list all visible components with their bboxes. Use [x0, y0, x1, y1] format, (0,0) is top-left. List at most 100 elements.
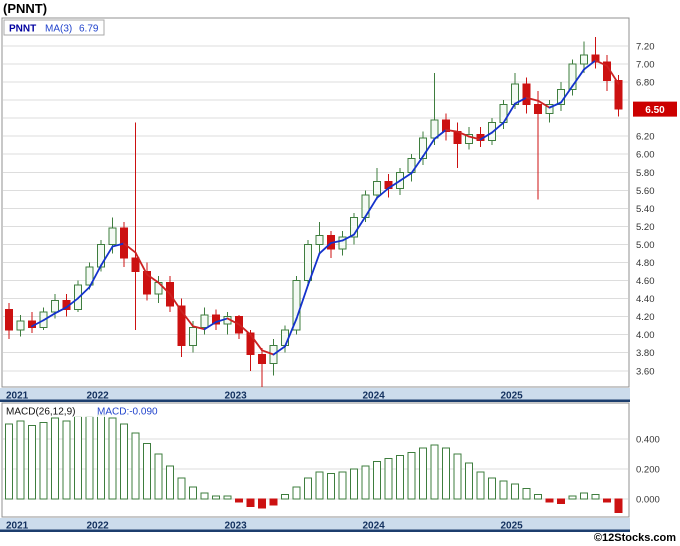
- price-chart: 7.20 7.00 6.80 6.20 6.00 5.80 5.60 5.40 5.20 5.00…: [0, 17, 677, 402]
- candle-body: [131, 257, 140, 273]
- macd-bar: [16, 420, 25, 500]
- candle-body: [200, 314, 209, 328]
- macd-bar: [315, 471, 324, 500]
- price-tick-label: 4.60: [636, 276, 655, 287]
- macd-bar: [74, 416, 82, 500]
- current-price-badge: 6.50: [633, 101, 677, 117]
- macd-bar: [522, 488, 531, 500]
- price-tick-label: 4.20: [636, 312, 655, 323]
- year-label: 2022: [87, 391, 110, 402]
- macd-y-axis: 0.400 0.200 0.000: [636, 435, 660, 506]
- candle-body: [85, 266, 94, 286]
- macd-legend: MACD(26,12,9) MACD:-0.090: [3, 405, 171, 418]
- candle-body: [212, 314, 220, 325]
- page-title: (PNNT): [3, 1, 48, 16]
- macd-bar: [189, 486, 197, 500]
- macd-bar: [177, 477, 186, 500]
- macd-bar: [258, 498, 266, 509]
- macd-bar: [407, 452, 416, 500]
- macd-bar: [5, 423, 13, 500]
- macd-bar: [131, 432, 140, 500]
- macd-bar: [28, 425, 36, 500]
- candle-body: [51, 299, 59, 313]
- candle-body: [143, 271, 151, 295]
- candle-body: [189, 326, 197, 346]
- macd-bar: [85, 416, 94, 500]
- macd-histogram: [5, 414, 623, 513]
- macd-legend-label: MACD(26,12,9): [6, 407, 75, 418]
- macd-bar: [166, 465, 174, 500]
- macd-bar: [97, 414, 105, 500]
- year-label: 2021: [6, 391, 29, 402]
- macd-legend-value: MACD:-0.090: [97, 407, 158, 418]
- year-label: 2022: [87, 521, 110, 532]
- macd-bar: [361, 465, 370, 500]
- legend-ma-label: MA(3): [45, 24, 72, 35]
- year-label: 2021: [6, 521, 29, 532]
- candle-body: [16, 320, 25, 331]
- price-tick-label: 3.80: [636, 348, 655, 359]
- price-tick-label: 4.00: [636, 330, 655, 341]
- candle-body: [442, 119, 450, 133]
- macd-bar: [246, 498, 255, 507]
- macd-bar: [488, 477, 496, 500]
- macd-bar: [419, 447, 427, 500]
- candle-body: [350, 216, 358, 238]
- macd-tick-label: 0.400: [636, 435, 660, 446]
- macd-bar: [327, 473, 335, 500]
- macd-bar: [465, 462, 473, 500]
- candle-body: [568, 63, 577, 90]
- candle-body: [534, 104, 542, 115]
- macd-bar: [545, 498, 554, 503]
- year-label: 2025: [501, 521, 524, 532]
- macd-bar: [534, 494, 542, 500]
- macd-bar: [557, 498, 565, 504]
- price-y-axis: 7.20 7.00 6.80 6.20 6.00 5.80 5.60 5.40 5.20 5.00…: [636, 41, 655, 377]
- price-legend: PNNT MA(3) 6.79: [3, 19, 105, 36]
- ma-line: [31, 59, 620, 356]
- legend-ma-value: 6.79: [79, 24, 99, 35]
- price-tick-label: 6.80: [636, 78, 655, 89]
- watermark: ©12Stocks.com: [593, 532, 676, 544]
- macd-bar: [51, 417, 59, 500]
- macd-bar: [120, 423, 128, 500]
- macd-bar: [568, 495, 577, 500]
- macd-bar: [591, 494, 600, 500]
- macd-bar: [212, 495, 220, 500]
- candle-body: [177, 305, 186, 346]
- candle-body: [246, 332, 255, 356]
- macd-bar: [304, 477, 312, 500]
- year-label: 2025: [501, 391, 524, 402]
- candle-body: [315, 234, 324, 245]
- candle-body: [522, 83, 531, 106]
- candle-body: [108, 227, 117, 245]
- candle-body: [304, 243, 312, 282]
- macd-bar: [476, 471, 485, 500]
- macd-chart: 0.400 0.200 0.000 MACD(26,12,9) MACD:-0.090 2…: [0, 402, 660, 532]
- macd-bar: [373, 461, 381, 500]
- price-tick-label: 3.60: [636, 366, 655, 377]
- price-tick-label: 5.40: [636, 204, 655, 215]
- candle-body: [465, 133, 473, 144]
- macd-bar: [511, 483, 519, 500]
- macd-bar: [338, 471, 347, 500]
- macd-bar: [200, 492, 209, 500]
- macd-bar: [499, 480, 508, 500]
- macd-bar: [62, 420, 71, 500]
- candle-body: [338, 236, 347, 250]
- candle-body: [591, 54, 600, 63]
- price-tick-label: 5.60: [636, 186, 655, 197]
- macd-bar: [154, 453, 163, 500]
- svg-text:6.50: 6.50: [645, 105, 665, 116]
- macd-bar: [143, 443, 151, 500]
- price-gridlines: [3, 45, 628, 372]
- macd-bar: [292, 486, 301, 500]
- macd-tick-label: 0.000: [636, 495, 660, 506]
- candle-body: [430, 119, 439, 139]
- year-label: 2023: [225, 521, 248, 532]
- price-tick-label: 5.20: [636, 222, 655, 233]
- candle-body: [419, 137, 427, 160]
- macd-bar: [614, 498, 623, 513]
- candle-body: [580, 54, 588, 65]
- candle-body: [545, 104, 554, 115]
